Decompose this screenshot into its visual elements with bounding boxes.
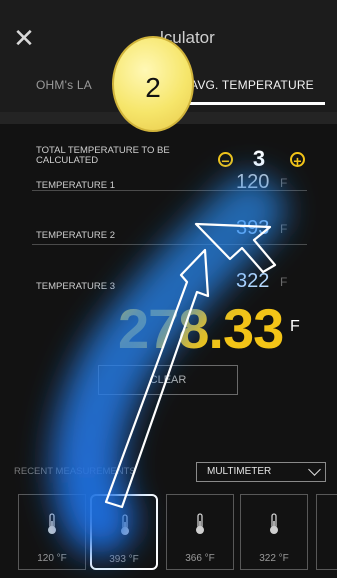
tile-value: 366	[185, 553, 202, 564]
tile-value-group: 322 °F	[241, 553, 307, 564]
thermometer-icon	[270, 513, 278, 534]
thermometer-icon	[48, 513, 56, 534]
tab-ohms-law[interactable]: OHM's LA	[36, 78, 92, 92]
tile-unit: °F	[278, 553, 289, 564]
plus-icon[interactable]: +	[290, 152, 305, 168]
recent-tile[interactable]: 393 °F	[90, 494, 158, 570]
minus-icon[interactable]: −	[218, 152, 233, 168]
average-result: 278.33	[118, 297, 284, 360]
temperature-2-label: TEMPERATURE 2	[36, 230, 116, 241]
tile-value: 322	[259, 553, 276, 564]
tile-value-group: 120 °F	[19, 553, 85, 564]
tile-unit: °F	[128, 554, 139, 565]
step-callout-badge: 2	[112, 36, 194, 132]
tab-avg-temperature[interactable]: AVG. TEMPERATURE	[190, 78, 314, 92]
recent-tile[interactable]	[316, 494, 337, 570]
temperature-2-value[interactable]: 393	[236, 217, 270, 239]
tile-unit: °F	[56, 553, 67, 564]
recent-tile[interactable]: 120 °F	[18, 494, 86, 570]
thermometer-icon	[196, 513, 204, 534]
step-number: 2	[145, 72, 161, 103]
tile-value-group: 366 °F	[167, 553, 233, 564]
close-icon[interactable]: ✕	[13, 23, 35, 53]
recent-tile[interactable]: 322 °F	[240, 494, 308, 570]
chevron-down-icon	[308, 463, 321, 476]
result-unit: F	[290, 318, 300, 335]
active-tab-indicator	[175, 102, 325, 105]
stepper-value: 3	[252, 146, 266, 171]
tile-value: 120	[37, 553, 54, 564]
tile-value-group: 393 °F	[92, 554, 156, 565]
temperature-2-unit: F	[280, 222, 288, 236]
temperature-3-label: TEMPERATURE 3	[36, 281, 116, 292]
row-divider	[32, 244, 307, 245]
thermometer-icon	[121, 514, 129, 535]
clear-button[interactable]: CLEAR	[98, 365, 238, 395]
temperature-1-unit: F	[280, 176, 288, 190]
source-dropdown-value: MULTIMETER	[207, 466, 272, 477]
recent-tile[interactable]: 366 °F	[166, 494, 234, 570]
total-temperature-label: TOTAL TEMPERATURE TO BE CALCULATED	[36, 145, 170, 166]
row-divider	[32, 190, 307, 191]
temperature-3-unit: F	[280, 275, 288, 289]
tile-value: 393	[109, 554, 126, 565]
temperature-3-value[interactable]: 322	[236, 270, 270, 292]
source-dropdown[interactable]: MULTIMETER	[196, 462, 326, 482]
temperature-form: TOTAL TEMPERATURE TO BE CALCULATED − 3 +…	[22, 140, 317, 300]
recent-measurements-label: RECENT MEASUREMENTS	[14, 466, 136, 477]
tile-unit: °F	[204, 553, 215, 564]
